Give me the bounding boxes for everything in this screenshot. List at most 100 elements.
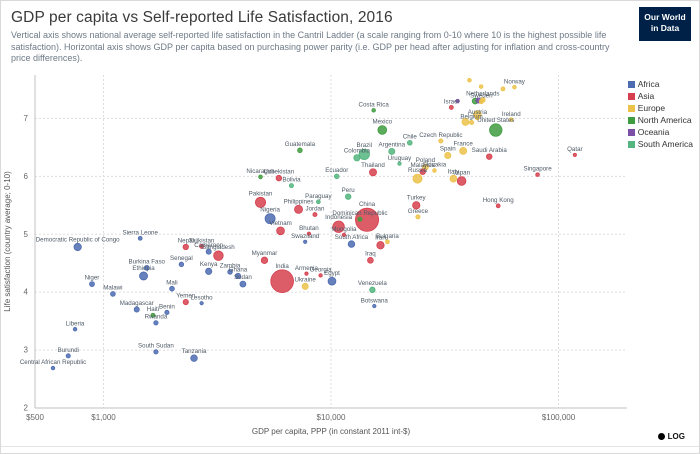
country-dot-new-zealand[interactable] xyxy=(455,98,460,104)
country-dot-bhutan[interactable] xyxy=(306,231,312,236)
country-dot-sweden[interactable] xyxy=(478,99,484,105)
country-dot-thailand[interactable] xyxy=(369,168,377,177)
legend-item-europe[interactable]: Europe xyxy=(627,103,693,113)
country-dot-tajikistan[interactable] xyxy=(199,244,205,249)
country-dot-pakistan[interactable] xyxy=(255,196,267,208)
country-dot-egypt[interactable] xyxy=(327,276,337,286)
legend-item-africa[interactable]: Africa xyxy=(627,79,693,89)
country-dot-haiti[interactable] xyxy=(150,312,156,318)
country-dot-austria[interactable] xyxy=(474,115,480,121)
country-dot-japan[interactable] xyxy=(456,176,467,186)
country-dot-armenia[interactable] xyxy=(304,271,309,276)
country-dot-venezuela[interactable] xyxy=(369,286,376,294)
legend-item-oceania[interactable]: Oceania xyxy=(627,127,693,137)
country-dot-mali[interactable] xyxy=(169,285,175,292)
country-dot-nicaragua[interactable] xyxy=(258,174,263,180)
country-dot-iran[interactable] xyxy=(376,241,385,250)
log-scale-toggle[interactable]: LOG xyxy=(657,432,685,441)
country-dot-china[interactable] xyxy=(355,207,380,232)
country-dot-ethiopia[interactable] xyxy=(139,271,148,281)
country-dot-costa-rica[interactable] xyxy=(371,108,376,113)
country-dot-guatemala[interactable] xyxy=(297,147,303,154)
owid-logo[interactable]: Our World in Data xyxy=(639,7,691,41)
legend-item-asia[interactable]: Asia xyxy=(627,91,693,101)
country-dot-liberia[interactable] xyxy=(72,327,78,332)
country-dot-israel[interactable] xyxy=(448,105,454,110)
country-dot-mongolia[interactable] xyxy=(341,232,347,238)
country-dot-philippines[interactable] xyxy=(294,204,303,214)
country-dot-vietnam[interactable] xyxy=(276,226,285,236)
country-dot-argentina[interactable] xyxy=(388,148,396,155)
country-dot-democratic-republic-of-congo[interactable] xyxy=(73,242,82,252)
country-dot-georgia[interactable] xyxy=(318,273,323,278)
country-dot-rwanda[interactable] xyxy=(153,320,159,326)
country-dot-ireland[interactable] xyxy=(509,117,514,122)
country-dot-uzbekistan[interactable] xyxy=(275,174,283,182)
country-dot-ghana[interactable] xyxy=(234,272,242,280)
country-dot-senegal[interactable] xyxy=(178,261,185,268)
country-dot-russia[interactable] xyxy=(412,173,423,184)
country-dot-burkina-faso[interactable] xyxy=(143,265,150,271)
country-dot-swaziland[interactable] xyxy=(303,239,308,244)
country-dot-france[interactable] xyxy=(459,147,468,155)
country-dot-hong-kong[interactable] xyxy=(495,203,501,209)
country-dot-india[interactable] xyxy=(270,269,294,294)
country-dot-benin[interactable] xyxy=(164,309,170,316)
country-dot-chile[interactable] xyxy=(407,140,413,146)
country-dot-switzerland[interactable] xyxy=(500,86,506,92)
country-dot-paraguay[interactable] xyxy=(316,199,321,205)
country-dot-kenya[interactable] xyxy=(205,267,213,275)
country-dot-tanzania[interactable] xyxy=(190,354,198,362)
country-dot-ukraine[interactable] xyxy=(301,282,309,290)
legend-item-south-america[interactable]: South America xyxy=(627,139,693,149)
country-dot-ecuador[interactable] xyxy=(334,173,340,180)
country-dot-nigeria[interactable] xyxy=(264,213,276,225)
country-dot-uruguay[interactable] xyxy=(397,161,402,166)
country-dot-turkey[interactable] xyxy=(412,201,421,210)
country-dot-yemen[interactable] xyxy=(182,299,189,306)
country-dot-finland[interactable] xyxy=(467,78,472,83)
country-dot-poland[interactable] xyxy=(422,163,429,171)
country-dot-colombia[interactable] xyxy=(353,154,361,162)
country-dot-sudan[interactable] xyxy=(239,280,247,288)
country-dot-czech-republic[interactable] xyxy=(438,138,444,144)
country-dot-bulgaria[interactable] xyxy=(385,239,390,245)
country-dot-sierra-leone[interactable] xyxy=(137,236,143,241)
country-dot-south-sudan[interactable] xyxy=(153,349,159,355)
country-dot-dominican-republic[interactable] xyxy=(357,216,363,222)
country-dot-jordan[interactable] xyxy=(312,212,318,218)
country-dot-united-states[interactable] xyxy=(489,123,503,137)
country-dot-madagascar[interactable] xyxy=(133,306,140,313)
country-dot-italy[interactable] xyxy=(449,174,458,183)
country-dot-bangladesh[interactable] xyxy=(213,250,224,261)
country-dot-singapore[interactable] xyxy=(535,172,540,177)
country-dot-saudi-arabia[interactable] xyxy=(486,153,493,160)
country-dot-niger[interactable] xyxy=(89,281,95,288)
country-dot-iraq[interactable] xyxy=(367,257,374,264)
country-dot-spain[interactable] xyxy=(444,152,452,160)
country-dot-indonesia[interactable] xyxy=(332,220,345,233)
country-dot-peru[interactable] xyxy=(345,193,352,200)
country-dot-burundi[interactable] xyxy=(65,353,71,359)
country-dot-bolivia[interactable] xyxy=(288,183,294,189)
country-dot-myanmar[interactable] xyxy=(260,256,269,265)
country-dot-zambia[interactable] xyxy=(227,269,233,275)
country-dot-slovakia[interactable] xyxy=(432,168,437,173)
country-dot-denmark[interactable] xyxy=(478,84,484,89)
country-dot-united-kingdom[interactable] xyxy=(461,118,470,126)
country-dot-lesotho[interactable] xyxy=(199,301,204,306)
country-dot-brazil[interactable] xyxy=(358,148,370,161)
country-dot-greece[interactable] xyxy=(415,214,421,220)
country-dot-mexico[interactable] xyxy=(377,125,388,135)
country-dot-malaysia[interactable] xyxy=(419,168,426,175)
country-dot-qatar[interactable] xyxy=(572,152,577,158)
legend-item-north-america[interactable]: North America xyxy=(627,115,693,125)
country-dot-cameroon[interactable] xyxy=(205,248,212,255)
country-dot-belgium[interactable] xyxy=(469,120,475,126)
country-dot-nepal[interactable] xyxy=(182,243,189,251)
country-dot-south-africa[interactable] xyxy=(347,240,356,248)
country-dot-botswana[interactable] xyxy=(372,304,377,309)
country-dot-central-african-republic[interactable] xyxy=(50,365,56,371)
country-dot-malawi[interactable] xyxy=(110,291,116,297)
country-dot-norway[interactable] xyxy=(512,84,517,90)
